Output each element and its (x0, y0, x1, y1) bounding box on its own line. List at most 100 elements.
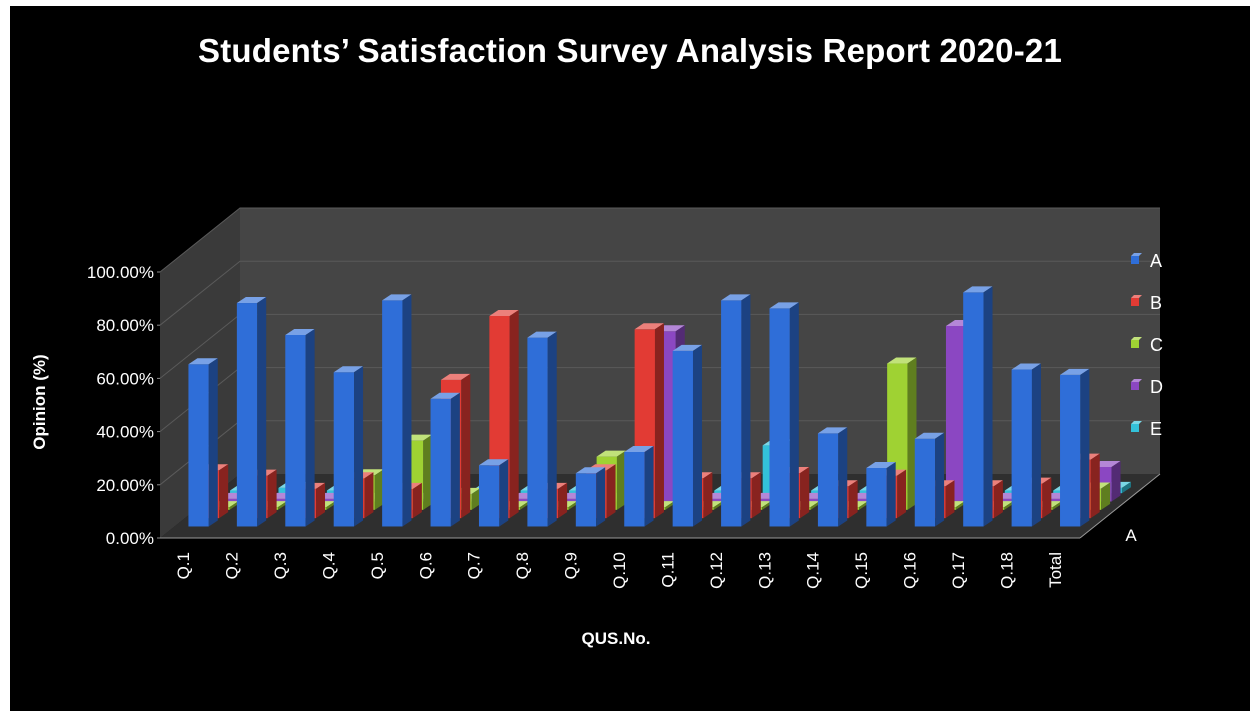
x-tick-label: Q.6 (416, 552, 435, 579)
bar-C-side (713, 501, 723, 510)
bar-B-side (558, 482, 568, 519)
bar-A-front (236, 303, 258, 527)
bar-A-side (402, 294, 412, 527)
bar-A-side (257, 297, 267, 527)
bar-D-front (268, 498, 289, 502)
legend-swatch-top-E (1131, 421, 1142, 424)
bar-B-side (1042, 477, 1052, 519)
x-tick-label: Q.17 (949, 552, 968, 589)
bar-A-front (624, 452, 645, 527)
bar-B-side (606, 464, 616, 519)
legend-swatch-top-D (1131, 379, 1142, 382)
y-tick-label: 20.00% (96, 476, 154, 495)
bar-A-side (838, 427, 848, 527)
x-tick-label: Total (1046, 552, 1065, 588)
bar-B-side (267, 469, 277, 519)
y-axis-title: Opinion (%) (30, 354, 49, 449)
bar-A-top (236, 297, 267, 304)
x-tick-label: Q.10 (610, 552, 629, 589)
bar-A-front (285, 334, 306, 527)
legend-label-C: C (1150, 335, 1163, 355)
bar-D-front (703, 498, 725, 502)
chart-title: Students’ Satisfaction Survey Analysis R… (197, 32, 1063, 69)
y-tick-label: 60.00% (96, 369, 154, 388)
bar-A-front (382, 300, 403, 527)
bar-C-side (810, 501, 820, 510)
bar-D-front (1042, 498, 1064, 502)
bar-A-side (789, 302, 799, 527)
bar-C-side (374, 469, 384, 510)
bar-B-side (219, 464, 229, 519)
x-tick-label: Q.2 (223, 552, 242, 579)
bar-A-front (866, 467, 887, 527)
bar-A-side (886, 461, 896, 527)
bar-B-side (412, 482, 422, 519)
bar-A-front (478, 465, 500, 527)
bar-E-side (1121, 481, 1131, 494)
bar-C-side (278, 501, 287, 510)
bar-A-side (935, 432, 945, 527)
bar-C-side (568, 501, 578, 510)
bar-A-top (1060, 368, 1090, 375)
bar-C-side (229, 501, 239, 510)
gridline (159, 207, 1160, 273)
bar-C-side (1052, 501, 1062, 510)
bar-A-top (672, 344, 702, 351)
bar-A-side (547, 331, 557, 527)
bar-A-side (644, 446, 654, 527)
bar-A-top (963, 286, 993, 293)
bar-A-front (575, 473, 597, 527)
bar-A-top (575, 467, 606, 474)
bar-D-front (316, 498, 337, 502)
x-tick-label: Q.16 (901, 552, 920, 589)
bar-B-top (634, 323, 664, 330)
bar-A-side (692, 344, 702, 527)
bar-B-top (440, 373, 471, 380)
bar-B-side (364, 472, 374, 519)
x-tick-label: Q.8 (513, 552, 532, 579)
bar-C-side (665, 501, 675, 510)
y-tick-label: 100.00% (87, 263, 154, 282)
bar-A-front (430, 398, 451, 527)
bar-A-top (624, 446, 654, 452)
bar-A-side (1080, 368, 1090, 527)
bar-A-top (527, 331, 557, 338)
bar-B-side (993, 480, 1003, 519)
bar-C-side (762, 501, 772, 510)
bar-A-side (354, 366, 364, 527)
legend-label-B: B (1150, 293, 1162, 313)
gridline (159, 260, 1160, 326)
bar-A-top (382, 294, 412, 301)
x-tick-label: Q.1 (174, 552, 193, 579)
bar-A-top (333, 366, 364, 373)
legend-swatch-top-B (1131, 295, 1142, 298)
bar-B-side (461, 373, 471, 519)
legend-swatch-C (1131, 340, 1139, 348)
bar-C-side (859, 501, 869, 510)
bar-B-side (897, 469, 907, 519)
bar-D-front (994, 498, 1015, 502)
bar-C-top (596, 450, 626, 457)
bar-C-side (471, 487, 481, 510)
x-tick-label: Q.12 (707, 552, 726, 589)
bar-A-front (817, 433, 839, 527)
x-tick-label: Q.11 (658, 552, 677, 588)
bar-A-front (963, 292, 984, 527)
bar-C-side (1004, 501, 1014, 510)
legend-label-E: E (1150, 419, 1162, 439)
y-tick-label: 40.00% (96, 423, 154, 442)
bar-C-side (616, 450, 626, 510)
bar-A-side (499, 459, 509, 527)
legend-swatch-B (1131, 298, 1139, 306)
bar-A-top (914, 432, 945, 439)
bar-A-front (333, 372, 355, 527)
bar-A-front (914, 438, 936, 527)
x-tick-label: Q.18 (997, 552, 1016, 589)
legend-swatch-top-A (1131, 253, 1142, 256)
bar-B-side (1090, 453, 1100, 519)
bar-A-top (721, 294, 751, 301)
depth-axis-label: A (1125, 526, 1137, 545)
x-tick-label: Q.7 (465, 552, 484, 579)
legend-swatch-top-C (1131, 337, 1142, 340)
bar-A-top (769, 302, 799, 309)
